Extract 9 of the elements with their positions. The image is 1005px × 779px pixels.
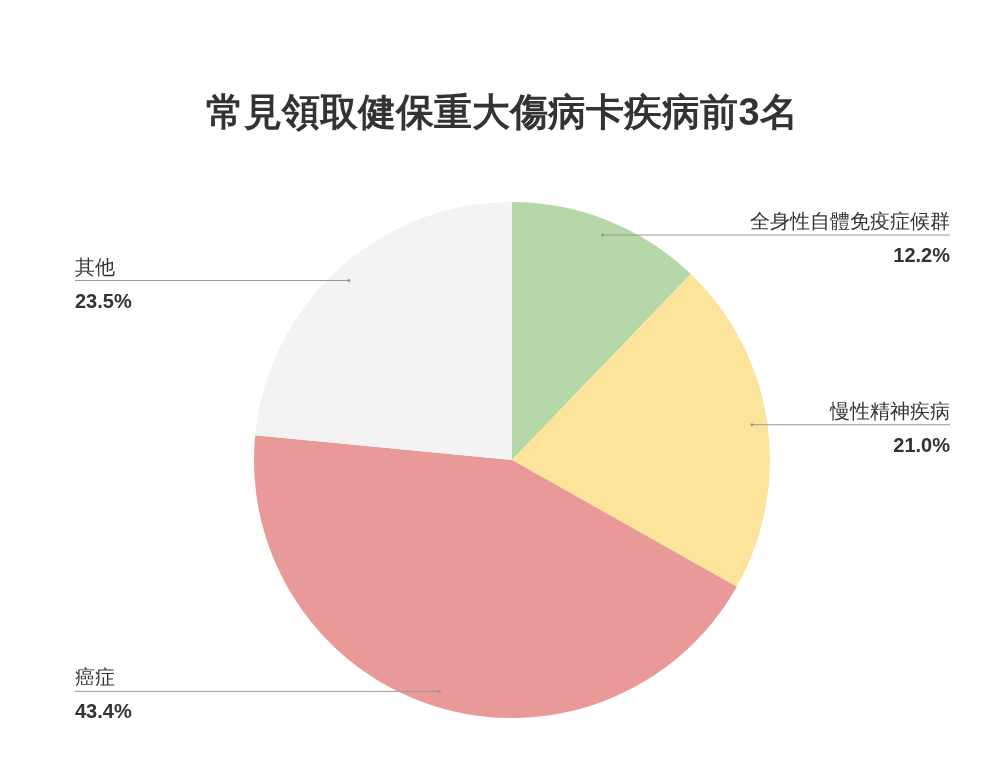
data-label: 43.4% xyxy=(75,700,132,723)
slice-label: 癌症 xyxy=(75,666,115,689)
data-label: 23.5% xyxy=(75,289,132,312)
chart-title: 常見領取健保重大傷病卡疾病前3名 xyxy=(206,91,798,133)
slice-label: 其他 xyxy=(75,255,115,278)
slice-label: 全身性自體免疫症候群 xyxy=(750,210,950,233)
data-label: 12.2% xyxy=(893,244,951,267)
data-label: 21.0% xyxy=(893,433,951,456)
slice-label: 慢性精神疾病 xyxy=(829,399,950,422)
